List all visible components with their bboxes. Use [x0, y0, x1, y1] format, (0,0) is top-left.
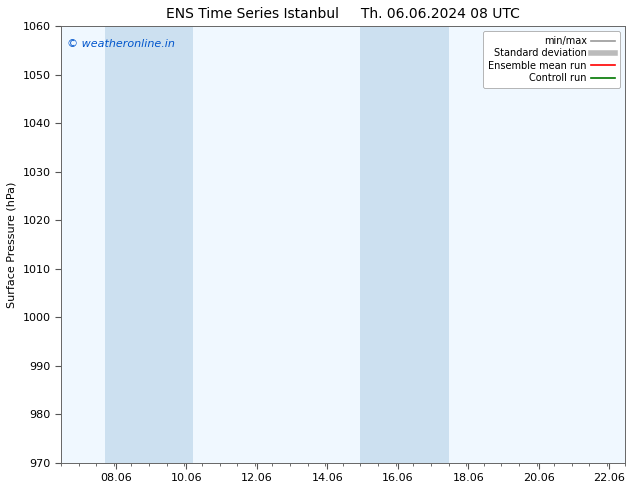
Legend: min/max, Standard deviation, Ensemble mean run, Controll run: min/max, Standard deviation, Ensemble me…	[483, 31, 620, 88]
Text: © weatheronline.in: © weatheronline.in	[67, 39, 174, 49]
Bar	[361, 26, 448, 463]
Bar	[105, 26, 193, 463]
Y-axis label: Surface Pressure (hPa): Surface Pressure (hPa)	[7, 181, 17, 308]
Title: ENS Time Series Istanbul     Th. 06.06.2024 08 UTC: ENS Time Series Istanbul Th. 06.06.2024 …	[166, 7, 520, 21]
